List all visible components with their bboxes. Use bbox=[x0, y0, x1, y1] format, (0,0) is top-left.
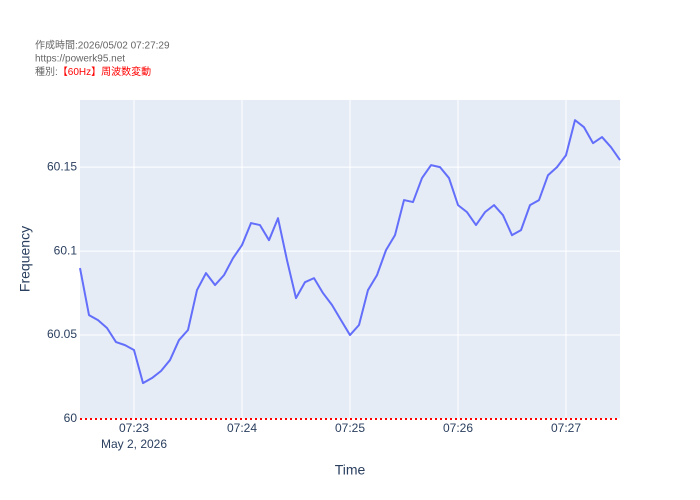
x-tick-label: 07:26 bbox=[443, 421, 473, 435]
x-axis-title: Time bbox=[335, 462, 366, 478]
x-tick-label: 07:27 bbox=[551, 421, 581, 435]
y-tick-label: 60 bbox=[64, 411, 78, 425]
y-tick-label: 60.1 bbox=[54, 243, 78, 257]
x-tick-label: 07:25 bbox=[335, 421, 365, 435]
x-tick-label: 07:24 bbox=[227, 421, 257, 435]
y-axis-title: Frequency bbox=[17, 226, 33, 292]
x-tick-label: 07:23 bbox=[119, 421, 149, 435]
header-line: https://powerk95.net bbox=[35, 54, 125, 65]
data-line bbox=[79, 119, 621, 385]
header-line: 種別:【60Hz】周波数変動 bbox=[35, 65, 151, 78]
header-highlight: 【60Hz】周波数変動 bbox=[58, 65, 151, 78]
header-label: 種別: bbox=[35, 65, 58, 78]
y-tick-label: 60.05 bbox=[47, 327, 77, 341]
x-date-label: May 2, 2026 bbox=[101, 437, 167, 451]
header-line: 作成時間:2026/05/02 07:27:29 bbox=[35, 40, 170, 52]
y-tick-label: 60.15 bbox=[47, 159, 77, 173]
